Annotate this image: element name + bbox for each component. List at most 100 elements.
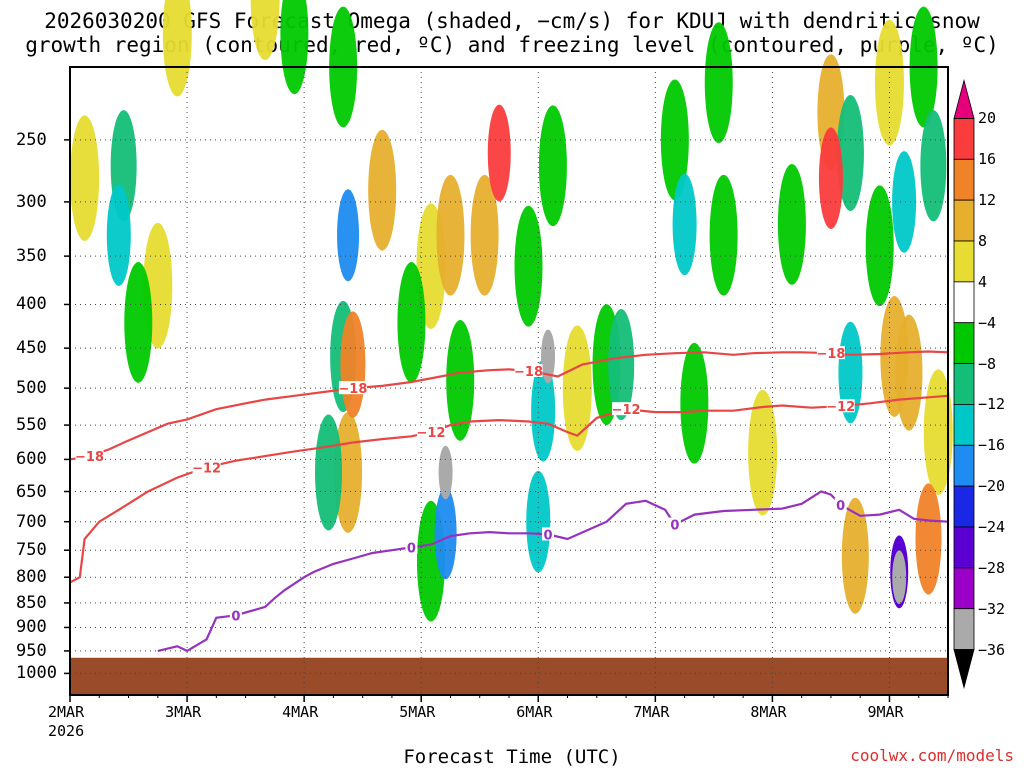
colorbar-min-arrow [953, 649, 975, 690]
contour-label-bg [826, 399, 855, 413]
omega-cell [680, 342, 709, 464]
omega-shading [70, 0, 953, 622]
x-tick-label: 9MAR [867, 703, 904, 721]
contour-label: −12 [192, 461, 221, 476]
omega-cell [446, 320, 475, 441]
colorbar-band [953, 526, 975, 569]
axis-ticks [64, 139, 949, 702]
omega-cell [250, 0, 280, 61]
contour-label-bg [338, 381, 367, 395]
contour-label-bg [612, 402, 641, 416]
colorbar-band [953, 322, 975, 364]
x-tick-label: 2MAR [48, 703, 85, 721]
colorbar-tick-label: 20 [978, 109, 997, 128]
contour-label-bg [834, 498, 847, 512]
ground-below-surface [70, 657, 948, 695]
colorbar [953, 78, 975, 690]
contour-label: −12 [826, 400, 855, 415]
colorbar-band [953, 485, 975, 528]
omega-cell [895, 314, 923, 431]
omega-cell [660, 79, 689, 201]
omega-cell [704, 22, 733, 144]
omega-cell [748, 389, 778, 516]
omega-cell [106, 184, 131, 287]
colorbar-band [953, 158, 975, 201]
omega-cell [915, 483, 942, 595]
contour-label: 0 [231, 609, 240, 624]
y-tick-label: 1000 [16, 663, 57, 684]
omega-cell [470, 174, 499, 296]
site-credit[interactable]: coolwx.com/models [850, 746, 1014, 765]
x-tick-label: 7MAR [633, 703, 670, 721]
omega-cell [162, 0, 192, 97]
contour-label-bg [668, 517, 681, 531]
omega-cell [434, 487, 457, 580]
omega-cell [438, 445, 453, 500]
colorbar-band [953, 608, 975, 650]
contour-label: 0 [670, 519, 679, 534]
colorbar-tick-label: −20 [978, 477, 1006, 496]
colorbar-tick-label: −32 [978, 599, 1006, 618]
colorbar-tick-label: −24 [978, 518, 1006, 536]
contour-label: 0 [836, 499, 845, 514]
y-tick-label: 550 [16, 415, 47, 436]
omega-cell [397, 262, 426, 383]
omega-cell [865, 185, 894, 307]
y-tick-label: 250 [16, 129, 47, 150]
omega-cell [340, 311, 366, 418]
colorbar-band [953, 363, 975, 405]
colorbar-tick-label: −8 [978, 354, 997, 373]
omega-cell [709, 174, 738, 296]
omega-cell [818, 127, 843, 229]
contour-label: −12 [416, 426, 445, 441]
y-tick-label: 950 [16, 640, 47, 661]
contour-label-bg [542, 527, 555, 541]
colorbar-band [953, 118, 975, 160]
omega-cell [124, 262, 153, 383]
omega-cell [608, 308, 635, 421]
contour-line [157, 490, 949, 653]
colorbar-band [953, 281, 975, 324]
colorbar-tick-label: 12 [978, 191, 997, 210]
colorbar-band [953, 404, 975, 446]
omega-cell [436, 174, 465, 296]
contour-label-bg [192, 460, 221, 474]
y-tick-label: 500 [16, 378, 47, 399]
contour-label-bg [75, 449, 104, 463]
omega-cell [337, 189, 360, 282]
omega-cell [892, 550, 907, 605]
contour-label: 0 [407, 541, 416, 556]
omega-cell [514, 205, 543, 327]
contour-label-bg [816, 346, 845, 360]
omega-cell [280, 0, 309, 95]
x-tick-label: 3MAR [165, 703, 202, 721]
omega-cell [562, 325, 592, 451]
colorbar-tick-label: −12 [978, 395, 1006, 414]
contour-line [69, 394, 949, 584]
omega-cell [70, 115, 100, 241]
omega-cell [368, 129, 397, 251]
omega-cell [841, 497, 869, 614]
colorbar-tick-label: −28 [978, 558, 1006, 577]
colorbar-tick-label: 16 [978, 150, 997, 169]
x-tick-label: 8MAR [750, 703, 787, 721]
y-tick-label: 800 [16, 567, 47, 588]
contour-lines: −18 −18 −18 −18 −12 −12 −12 −12 0 0 0 0 0 [69, 346, 949, 653]
y-tick-label: 450 [16, 338, 47, 359]
x-tick-label: 6MAR [516, 703, 553, 721]
omega-cell [672, 173, 697, 276]
y-tick-label: 700 [16, 511, 47, 532]
omega-cell [526, 470, 551, 573]
omega-cell [315, 414, 343, 531]
omega-cell [920, 110, 947, 222]
y-tick-label: 400 [16, 294, 47, 315]
colorbar-max-arrow [953, 78, 975, 119]
y-tick-label: 650 [16, 481, 47, 502]
y-tick-label: 300 [16, 191, 47, 212]
y-tick-label: 600 [16, 449, 47, 470]
contour-label-bg [405, 540, 418, 554]
colorbar-tick-label: 8 [978, 232, 988, 250]
contour-label: −18 [338, 382, 367, 397]
y-tick-label: 850 [16, 592, 47, 613]
